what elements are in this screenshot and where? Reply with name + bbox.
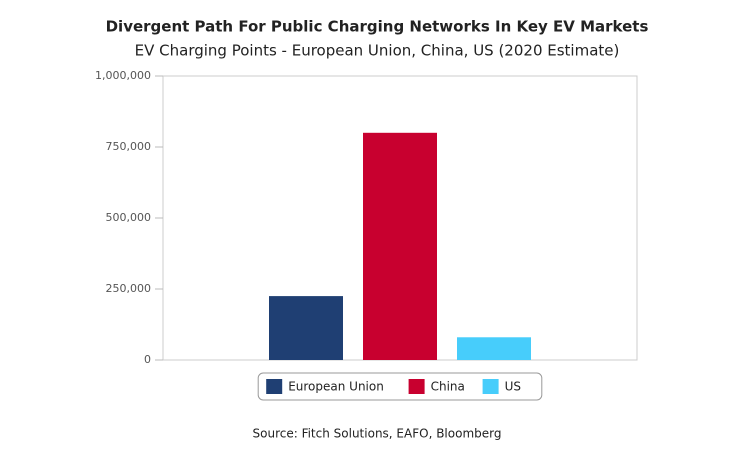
legend-label: US (505, 380, 521, 394)
y-tick-label: 250,000 (106, 282, 152, 295)
y-tick-label: 0 (144, 353, 151, 366)
y-tick-label: 1,000,000 (95, 69, 151, 82)
bar (269, 296, 343, 360)
legend-swatch (266, 379, 283, 394)
legend-swatch (482, 379, 499, 394)
chart-title: Divergent Path For Public Charging Netwo… (106, 18, 649, 36)
legend-label: China (431, 380, 465, 394)
bar (363, 132, 437, 360)
chart-subtitle: EV Charging Points - European Union, Chi… (135, 42, 620, 60)
y-tick-label: 750,000 (106, 140, 152, 153)
legend-swatch (408, 379, 425, 394)
y-tick-label: 500,000 (106, 211, 152, 224)
bar (457, 337, 531, 360)
legend-box (257, 372, 543, 401)
source-note: Source: Fitch Solutions, EAFO, Bloomberg (253, 427, 502, 441)
legend-label: European Union (288, 380, 384, 394)
